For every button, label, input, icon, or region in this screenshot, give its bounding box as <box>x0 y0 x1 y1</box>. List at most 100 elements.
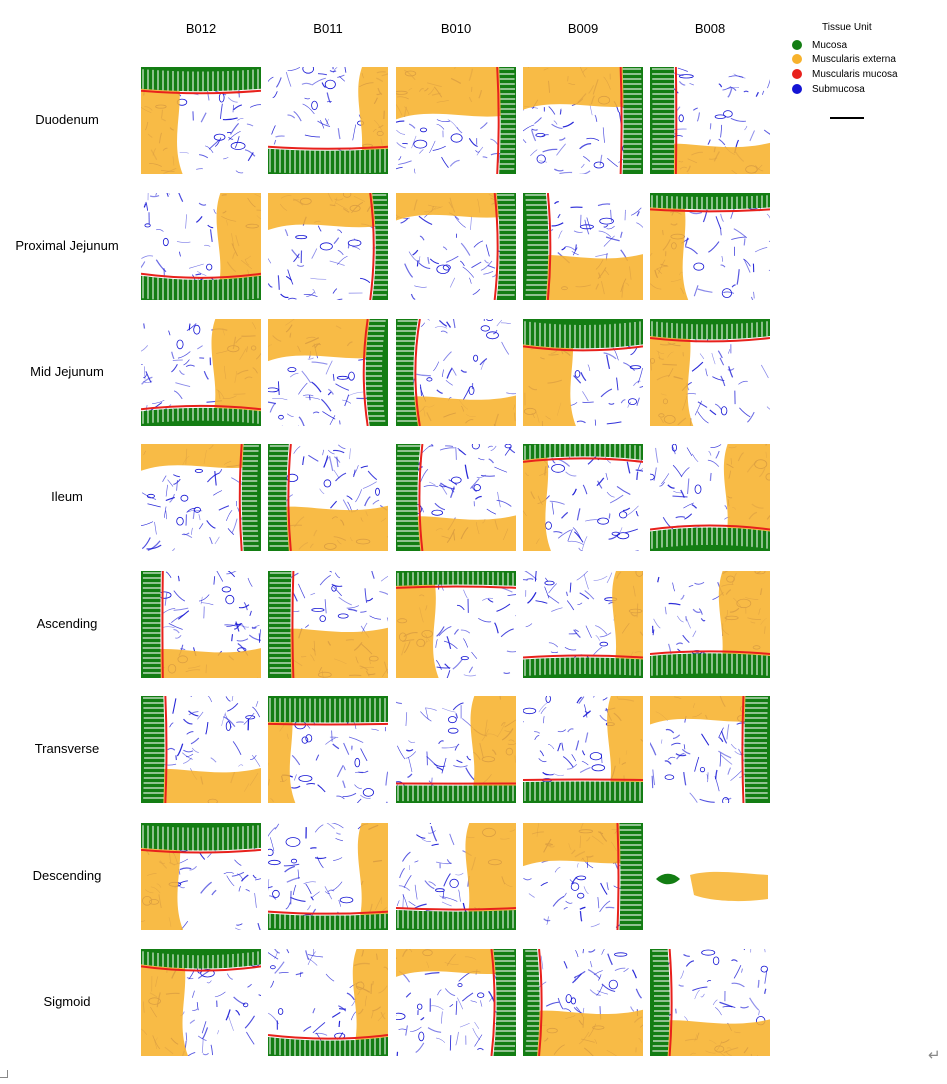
row-label-mid-jejunum: Mid Jejunum <box>30 363 104 379</box>
muscularis-externa-region <box>355 823 388 930</box>
muscularis-mucosa-line <box>369 193 375 300</box>
muscularis-externa-region <box>463 823 516 930</box>
muscularis-externa-region <box>141 444 261 471</box>
muscularis-mucosa-line <box>287 444 292 551</box>
legend-item-muscularis-externa: Muscularis externa <box>790 52 896 66</box>
tissue-tile-ascending-b010 <box>396 571 516 678</box>
mucosa-region <box>396 444 421 551</box>
muscularis-mucosa-line <box>741 696 745 803</box>
mucosa-region <box>141 696 165 803</box>
tissue-segmentation-image <box>656 871 768 902</box>
tissue-segmentation-image <box>650 444 770 551</box>
tissue-tile-mid-jejunum-b008 <box>650 319 770 426</box>
mucosa-region <box>619 823 643 930</box>
mucosa-region <box>141 67 261 92</box>
muscularis-mucosa-line <box>396 585 516 589</box>
mucosa-region <box>268 696 388 723</box>
mucosa-region <box>650 319 770 340</box>
mucosa-region <box>650 949 670 1056</box>
legend-label: Submucosa <box>812 83 865 95</box>
legend-label: Muscularis externa <box>812 53 896 65</box>
tissue-tile-ileum-b012 <box>141 444 261 551</box>
legend-label: Muscularis mucosa <box>812 68 898 80</box>
tissue-segmentation-image <box>268 193 388 300</box>
tissue-segmentation-image <box>523 193 643 300</box>
muscularis-externa-region <box>609 571 643 678</box>
tissue-segmentation-image <box>268 696 388 803</box>
tissue-segmentation-image <box>268 67 388 174</box>
tissue-segmentation-image <box>650 949 770 1056</box>
muscularis-mucosa-line <box>619 67 623 174</box>
muscularis-mucosa-line <box>668 949 673 1056</box>
muscularis-externa-region <box>268 505 388 551</box>
tissue-segmentation-image <box>268 444 388 551</box>
muscularis-externa-region <box>141 648 261 678</box>
muscularis-externa-region <box>650 696 770 725</box>
row-label-proximal-jejunum: Proximal Jejunum <box>15 237 119 253</box>
mucosa-region <box>622 67 643 174</box>
muscularis-mucosa-line <box>490 949 496 1056</box>
muscularis-externa-region <box>268 193 388 231</box>
tissue-segmentation-image <box>141 444 261 551</box>
muscularis-externa-region <box>396 949 516 977</box>
muscularis-mucosa-line <box>238 444 243 551</box>
tissue-tile-descending-b009 <box>523 823 643 930</box>
muscularis-mucosa-line <box>523 345 643 352</box>
muscularis-externa-region <box>396 571 439 678</box>
muscularis-mucosa-line <box>650 336 770 343</box>
tissue-segmentation-image <box>141 67 261 174</box>
tissue-tile-sigmoid-b011 <box>268 949 388 1056</box>
mucosa-region <box>141 275 261 300</box>
muscularis-mucosa-line <box>546 193 552 300</box>
tissue-segmentation-image <box>523 823 643 930</box>
muscularis-mucosa-line <box>268 145 388 150</box>
muscularis-externa-color-dot <box>792 54 802 64</box>
tissue-tile-mid-jejunum-b010 <box>396 319 516 426</box>
muscularis-mucosa-line <box>268 1034 388 1040</box>
muscularis-externa-region <box>350 949 388 1056</box>
tissue-tile-ascending-b011 <box>268 571 388 678</box>
legend-title: Tissue Unit <box>822 22 872 33</box>
muscularis-mucosa-line <box>291 571 295 678</box>
muscularis-mucosa-line <box>496 67 500 174</box>
legend-item-muscularis-mucosa: Muscularis mucosa <box>790 67 898 81</box>
muscularis-mucosa-line <box>141 965 261 972</box>
muscularis-mucosa-line <box>141 404 261 411</box>
mucosa-region <box>141 407 261 426</box>
muscularis-mucosa-line <box>616 823 620 930</box>
muscularis-mucosa-line <box>650 208 770 213</box>
tissue-segmentation-image <box>650 193 770 300</box>
muscularis-externa-region <box>650 193 689 300</box>
row-label-descending: Descending <box>32 867 102 883</box>
mucosa-region <box>141 823 261 851</box>
tissue-tile-transverse-b011 <box>268 696 388 803</box>
muscularis-mucosa-line <box>141 272 261 279</box>
mucosa-region <box>650 653 770 678</box>
submucosa-region <box>650 696 770 803</box>
muscularis-externa-region <box>523 1009 643 1056</box>
muscularis-mucosa-line <box>523 457 643 463</box>
tissue-tile-descending-b012 <box>141 823 261 930</box>
tissue-segmentation-image <box>141 823 261 930</box>
mucosa-region <box>396 571 516 586</box>
tissue-segmentation-image <box>396 571 516 678</box>
muscularis-externa-region <box>690 871 768 902</box>
corner-mark-icon <box>0 1070 8 1078</box>
muscularis-externa-region <box>523 823 643 867</box>
mucosa-region <box>496 193 516 300</box>
mucosa-region <box>523 781 643 803</box>
tissue-segmentation-image <box>141 696 261 803</box>
muscularis-externa-region <box>523 444 551 551</box>
tissue-segmentation-image <box>396 67 516 174</box>
mucosa-region <box>365 319 388 426</box>
mucosa-region <box>523 657 643 678</box>
mucosa-region <box>523 444 643 460</box>
tissue-segmentation-image <box>396 444 516 551</box>
tissue-tile-descending-b008 <box>650 823 770 930</box>
mucosa-region <box>372 193 388 300</box>
mucosa-region <box>396 785 516 803</box>
row-label-sigmoid: Sigmoid <box>43 993 91 1009</box>
return-arrow-icon: ↵ <box>928 1047 941 1064</box>
tissue-tile-duodenum-b008 <box>650 67 770 174</box>
muscularis-externa-region <box>396 395 516 426</box>
